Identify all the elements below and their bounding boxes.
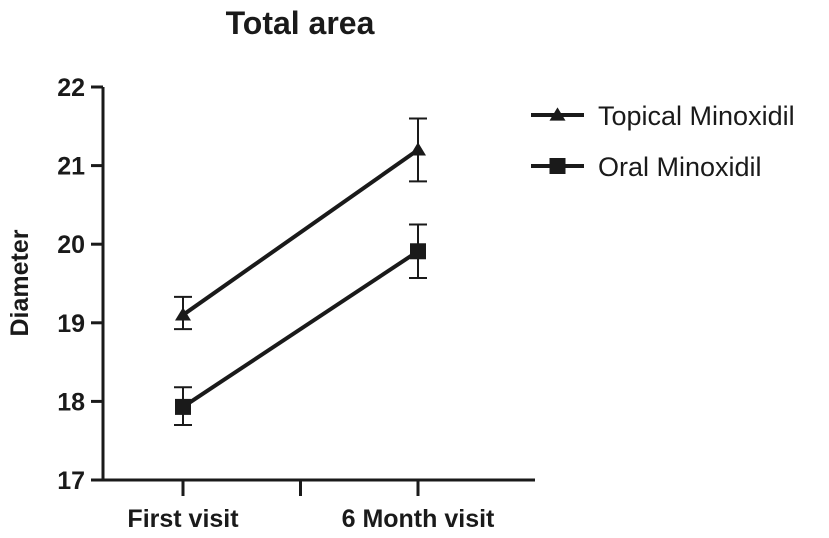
y-tick-label: 19 [57, 310, 85, 338]
y-tick-label: 17 [57, 467, 85, 495]
legend-marker [549, 107, 566, 121]
chart-title: Total area [226, 5, 375, 41]
data-point [175, 307, 191, 321]
y-tick-label: 20 [57, 231, 85, 259]
legend-marker [549, 158, 566, 174]
y-tick-label: 18 [57, 388, 85, 416]
legend-label: Topical Minoxidil [598, 101, 795, 131]
series-line [181, 249, 420, 409]
series-line [181, 148, 420, 317]
legend-label: Oral Minoxidil [598, 152, 762, 182]
x-tick-label: 6 Month visit [342, 505, 495, 533]
y-tick-label: 22 [57, 74, 85, 102]
data-point [410, 142, 426, 156]
x-tick-label: First visit [127, 505, 239, 533]
data-point [175, 398, 191, 415]
data-point [410, 243, 426, 260]
y-axis-label: Diameter [6, 229, 34, 336]
y-tick-label: 21 [57, 153, 85, 181]
